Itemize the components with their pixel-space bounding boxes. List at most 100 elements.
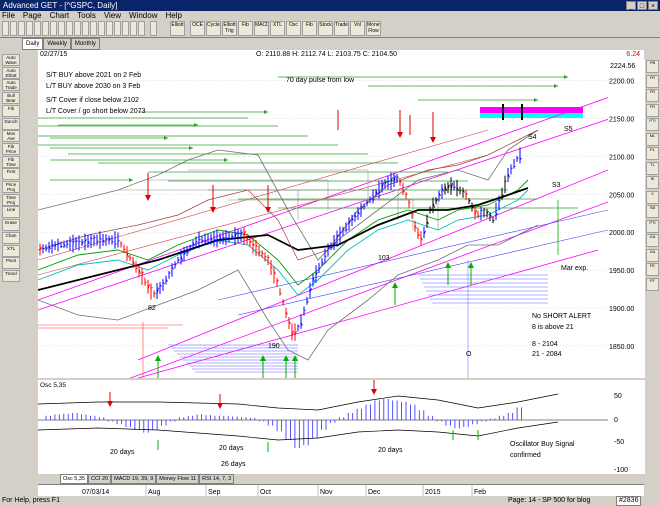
tab-daily[interactable]: Daily bbox=[22, 38, 44, 50]
menu-file[interactable]: File bbox=[2, 11, 15, 20]
left-tool-button[interactable]: Auto Elliott bbox=[2, 66, 20, 79]
right-tool-button[interactable]: PL bbox=[646, 147, 659, 160]
right-tool-button[interactable]: FR bbox=[646, 74, 659, 88]
toolbar-icon[interactable] bbox=[34, 21, 41, 36]
right-tool-button[interactable]: ML bbox=[646, 132, 659, 146]
tab-cci[interactable]: CCI 20 bbox=[88, 474, 112, 484]
toolbar-icon[interactable] bbox=[66, 21, 73, 36]
toolbar-icon[interactable] bbox=[82, 21, 89, 36]
toolbar-icon[interactable] bbox=[58, 21, 65, 36]
menu-view[interactable]: View bbox=[103, 11, 122, 20]
price-bar-close bbox=[288, 320, 291, 325]
right-tool-button[interactable]: PTI bbox=[646, 118, 659, 131]
left-tool-button[interactable]: Fib bbox=[2, 104, 20, 117]
toolbar-icon[interactable] bbox=[114, 21, 121, 36]
price-bar-close bbox=[360, 206, 363, 211]
price-bar-close bbox=[132, 259, 135, 266]
toolbar-icon[interactable] bbox=[130, 21, 137, 36]
tab-macd[interactable]: MACD 19, 39, 9 bbox=[111, 474, 157, 484]
toolbar-icon[interactable] bbox=[106, 21, 113, 36]
toolbar-button[interactable]: Vol bbox=[350, 21, 365, 36]
right-tool-button[interactable]: FF bbox=[646, 277, 659, 291]
menu-tools[interactable]: Tools bbox=[77, 11, 96, 20]
tab-monthly[interactable]: Monthly bbox=[70, 38, 100, 50]
left-tool-button[interactable]: First bbox=[2, 168, 20, 181]
right-tool-button[interactable]: SB bbox=[646, 205, 659, 218]
toolbar-icon[interactable] bbox=[18, 21, 25, 36]
right-tool-button[interactable]: FR bbox=[646, 89, 659, 102]
toolbar-icon[interactable] bbox=[122, 21, 129, 36]
right-tool-button[interactable]: PB bbox=[646, 60, 659, 73]
right-tool-button[interactable]: FR bbox=[646, 103, 659, 117]
right-tool-button[interactable]: IE bbox=[646, 176, 659, 189]
price-bar-close bbox=[87, 240, 90, 244]
price-bar-close bbox=[411, 212, 414, 215]
toolbar-icon[interactable] bbox=[90, 21, 97, 36]
toolbar-button[interactable]: XTL bbox=[270, 21, 285, 36]
maximize-button[interactable]: □ bbox=[637, 1, 647, 10]
left-tool-button[interactable]: Line bbox=[2, 206, 20, 219]
price-chart[interactable]: S/T BUY above 2021 on 2 Feb L/T BUY above… bbox=[0, 60, 619, 391]
toolbar-icon[interactable] bbox=[150, 21, 157, 36]
toolbar-button[interactable]: OCE bbox=[190, 21, 205, 36]
toolbar-icon[interactable] bbox=[26, 21, 33, 36]
price-bar-close bbox=[327, 246, 330, 250]
toolbar-button[interactable]: Osc bbox=[286, 21, 301, 36]
left-tool-button[interactable]: XTL bbox=[2, 244, 20, 257]
left-tool-button[interactable]: Mov Ave bbox=[2, 130, 20, 143]
toolbar-icon[interactable] bbox=[42, 21, 49, 36]
left-tool-button[interactable]: Fib Price bbox=[2, 142, 20, 155]
tab-rsi[interactable]: RSI 14, 7, 3 bbox=[199, 474, 235, 484]
toolbar-button[interactable]: Elliott Trig bbox=[222, 21, 237, 36]
right-tool-button[interactable]: GA bbox=[646, 234, 659, 247]
left-tool-button[interactable]: Auto Wave bbox=[2, 54, 20, 66]
price-bar-close bbox=[336, 234, 339, 239]
menu-page[interactable]: Page bbox=[22, 11, 42, 20]
price-bar-close bbox=[312, 276, 315, 282]
tab-weekly[interactable]: Weekly bbox=[43, 38, 71, 50]
toolbar-icon[interactable] bbox=[74, 21, 81, 36]
toolbar-icon[interactable] bbox=[98, 21, 105, 36]
right-tool-button[interactable]: PTI bbox=[646, 219, 659, 233]
left-tool-button[interactable]: Dunch bbox=[2, 117, 20, 130]
right-tool-button[interactable]: X bbox=[646, 190, 659, 204]
price-bar-close bbox=[195, 240, 198, 243]
toolbar-button[interactable]: Cycles bbox=[206, 21, 221, 36]
price-bar-close bbox=[402, 189, 405, 193]
toolbar-button[interactable]: Stock bbox=[318, 21, 333, 36]
right-tool-button[interactable]: FE bbox=[646, 263, 659, 276]
price-bar-close bbox=[90, 237, 93, 240]
left-tool-button[interactable]: Erase bbox=[2, 219, 20, 232]
toolbar-icon[interactable] bbox=[2, 21, 9, 36]
close-button[interactable]: × bbox=[648, 1, 658, 10]
price-bar-close bbox=[48, 245, 51, 250]
toolbar-button[interactable]: Elliott bbox=[170, 21, 185, 36]
toolbar-button[interactable]: Money Flow bbox=[366, 21, 381, 36]
minimize-button[interactable]: _ bbox=[626, 1, 636, 10]
right-tool-button[interactable]: DA bbox=[646, 248, 659, 262]
tab-money-flow[interactable]: Money Flow 11 bbox=[156, 474, 200, 484]
tab-osc[interactable]: Osc 5,35 bbox=[60, 474, 89, 484]
toolbar-icon[interactable] bbox=[10, 21, 17, 36]
toolbar-button[interactable]: MACD bbox=[254, 21, 269, 36]
menu-chart[interactable]: Chart bbox=[49, 11, 70, 20]
left-tool-button[interactable]: Bull Bear bbox=[2, 92, 20, 105]
toolbar-button[interactable]: Fib bbox=[238, 21, 253, 36]
toolbar-icon[interactable] bbox=[138, 21, 145, 36]
left-tool-button[interactable]: Time Proj bbox=[2, 193, 20, 206]
price-axis-tick: 1850.00 bbox=[609, 344, 634, 351]
menu-help[interactable]: Help bbox=[165, 11, 182, 20]
left-tool-button[interactable]: Pivot bbox=[2, 257, 20, 270]
toolbar-button[interactable]: Fib bbox=[302, 21, 317, 36]
left-tool-button[interactable]: Auto Trade bbox=[2, 79, 20, 92]
right-tool-button[interactable]: TL bbox=[646, 161, 659, 175]
toolbar-button[interactable]: Trade bbox=[334, 21, 349, 36]
left-tool-button[interactable]: Chan bbox=[2, 231, 20, 244]
left-tool-button[interactable]: Price Proj bbox=[2, 181, 20, 193]
price-bar-close bbox=[399, 181, 402, 183]
menu-window[interactable]: Window bbox=[129, 11, 158, 20]
toolbar-icon[interactable] bbox=[50, 21, 57, 36]
left-tool-button[interactable]: Fib Time bbox=[2, 155, 20, 168]
left-tool-button[interactable]: Trend bbox=[2, 269, 20, 282]
oscillator-panel[interactable]: 20 days 20 days 26 days 20 days Oscillator B… bbox=[37, 380, 608, 474]
